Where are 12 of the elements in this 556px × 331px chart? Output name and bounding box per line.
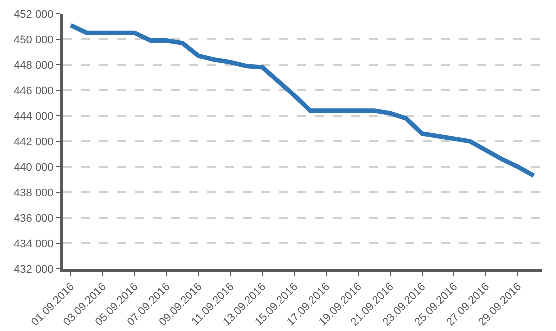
y-tick-label: 438 000 (14, 187, 54, 200)
y-tick-label: 452 000 (14, 8, 54, 21)
y-tick-label: 442 000 (14, 136, 54, 148)
y-tick-label: 450 000 (14, 34, 54, 46)
y-tick-label: 436 000 (14, 212, 54, 225)
y-tick-label: 448 000 (14, 60, 54, 72)
line-series (68, 23, 536, 178)
y-tick-label: 434 000 (14, 238, 54, 250)
y-tick-label: 444 000 (14, 110, 54, 123)
y-tick-label: 440 000 (14, 162, 54, 174)
y-tick-label: 432 000 (14, 264, 54, 276)
y-tick-label: 446 000 (14, 85, 54, 98)
